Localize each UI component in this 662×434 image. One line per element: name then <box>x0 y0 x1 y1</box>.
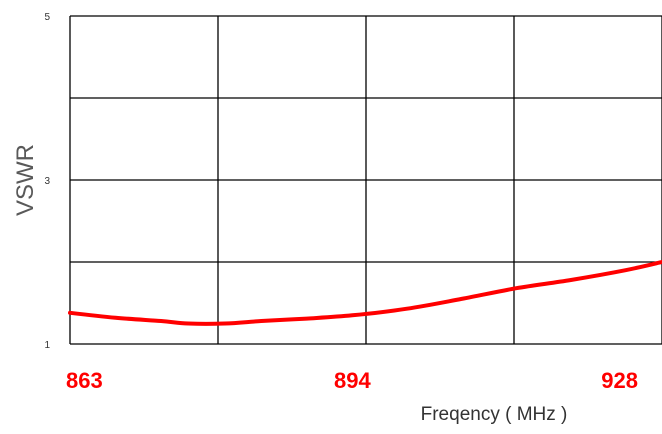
series-line-0 <box>68 260 662 326</box>
y-axis-label: VSWR <box>12 144 39 216</box>
y-tick-labels: 1 3 5 <box>44 12 50 351</box>
y-tick-label: 5 <box>44 12 50 23</box>
grid <box>69 15 662 345</box>
y-tick-label: 1 <box>44 340 50 351</box>
x-tick-labels: 863 894 928 <box>66 368 638 393</box>
x-tick-label: 894 <box>334 368 371 393</box>
y-tick-label: 3 <box>44 176 50 187</box>
x-axis-label: Freqency ( MHz ) <box>421 404 568 425</box>
x-tick-label: 863 <box>66 368 103 393</box>
series-layer <box>68 260 662 326</box>
x-tick-label: 928 <box>601 368 638 393</box>
